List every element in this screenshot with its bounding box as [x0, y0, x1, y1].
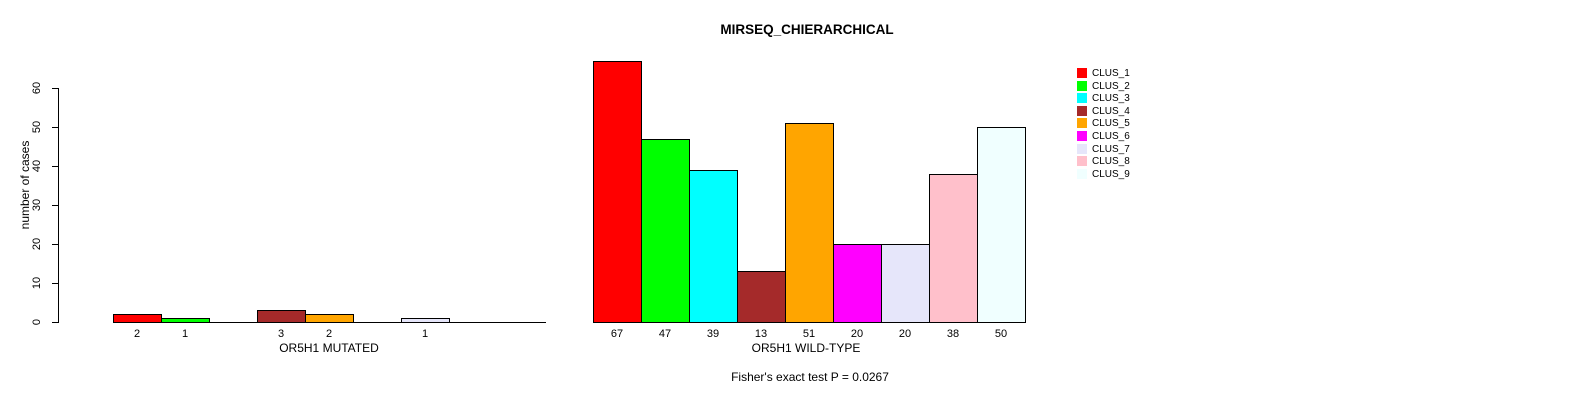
- y-tick-label: 40: [31, 159, 43, 173]
- y-tick-label: 60: [31, 81, 43, 95]
- bar-CLUS_5: [305, 314, 354, 323]
- legend-label: CLUS_2: [1092, 80, 1130, 92]
- bar-value-label: 38: [946, 328, 960, 340]
- bar-CLUS_4: [257, 310, 306, 323]
- x-axis-label-wildtype: OR5H1 WILD-TYPE: [751, 341, 861, 355]
- bar-CLUS_9: [977, 127, 1026, 323]
- bar-value-label: 39: [706, 328, 720, 340]
- bar-value-label: 67: [610, 328, 624, 340]
- bar-CLUS_8: [929, 174, 978, 323]
- legend-swatch: [1077, 131, 1087, 141]
- legend-swatch: [1077, 68, 1087, 78]
- legend-swatch: [1077, 169, 1087, 179]
- legend-label: CLUS_5: [1092, 117, 1130, 129]
- bar-value-label: 51: [802, 328, 816, 340]
- bar-value-label: 20: [898, 328, 912, 340]
- chart-title: MIRSEQ_CHIERARCHICAL: [720, 22, 894, 37]
- y-axis-line: [58, 88, 59, 323]
- bar-CLUS_3: [689, 170, 738, 323]
- legend-item-CLUS_3: CLUS_3: [1077, 92, 1130, 104]
- legend-item-CLUS_7: CLUS_7: [1077, 143, 1130, 155]
- legend-swatch: [1077, 156, 1087, 166]
- y-tick: [52, 244, 58, 245]
- fisher-test-annotation: Fisher's exact test P = 0.0267: [731, 370, 889, 384]
- y-tick-label: 0: [31, 318, 43, 326]
- bar-value-label: 3: [277, 328, 285, 340]
- legend-item-CLUS_6: CLUS_6: [1077, 130, 1130, 142]
- bar-value-label: 2: [133, 328, 141, 340]
- y-tick-label: 30: [31, 198, 43, 212]
- legend-item-CLUS_4: CLUS_4: [1077, 105, 1130, 117]
- legend-label: CLUS_1: [1092, 67, 1130, 79]
- y-tick: [52, 88, 58, 89]
- bar-value-label: 13: [754, 328, 768, 340]
- legend-swatch: [1077, 93, 1087, 103]
- bar-CLUS_2: [641, 139, 690, 323]
- legend-item-CLUS_1: CLUS_1: [1077, 67, 1130, 79]
- y-axis-label: number of cases: [18, 140, 32, 230]
- legend-swatch: [1077, 106, 1087, 116]
- legend-label: CLUS_3: [1092, 92, 1130, 104]
- bar-value-label: 50: [994, 328, 1008, 340]
- bar-CLUS_6: [833, 244, 882, 323]
- bar-CLUS_5: [785, 123, 834, 323]
- bar-CLUS_1: [593, 61, 642, 323]
- bar-CLUS_7: [401, 318, 450, 323]
- legend-swatch: [1077, 81, 1087, 91]
- y-tick: [52, 166, 58, 167]
- bar-value-label: 2: [325, 328, 333, 340]
- legend-item-CLUS_2: CLUS_2: [1077, 80, 1130, 92]
- legend-label: CLUS_4: [1092, 105, 1130, 117]
- bar-CLUS_1: [113, 314, 162, 323]
- legend-label: CLUS_8: [1092, 155, 1130, 167]
- bar-value-label: 47: [658, 328, 672, 340]
- legend-item-CLUS_5: CLUS_5: [1077, 117, 1130, 129]
- bar-CLUS_2: [161, 318, 210, 323]
- y-tick-label: 20: [31, 237, 43, 251]
- legend-label: CLUS_6: [1092, 130, 1130, 142]
- legend-label: CLUS_9: [1092, 168, 1130, 180]
- y-tick: [52, 127, 58, 128]
- bar-value-label: 1: [181, 328, 189, 340]
- y-tick: [52, 322, 58, 323]
- y-tick-label: 50: [31, 120, 43, 134]
- y-tick: [52, 283, 58, 284]
- legend-swatch: [1077, 118, 1087, 128]
- bar-CLUS_4: [737, 271, 786, 323]
- bar-value-label: 1: [421, 328, 429, 340]
- x-axis-label-mutated: OR5H1 MUTATED: [279, 341, 379, 355]
- bar-value-label: 20: [850, 328, 864, 340]
- legend-item-CLUS_9: CLUS_9: [1077, 168, 1130, 180]
- bar-CLUS_7: [881, 244, 930, 323]
- y-tick: [52, 205, 58, 206]
- y-tick-label: 10: [31, 276, 43, 290]
- legend-swatch: [1077, 144, 1087, 154]
- legend-label: CLUS_7: [1092, 143, 1130, 155]
- legend-item-CLUS_8: CLUS_8: [1077, 155, 1130, 167]
